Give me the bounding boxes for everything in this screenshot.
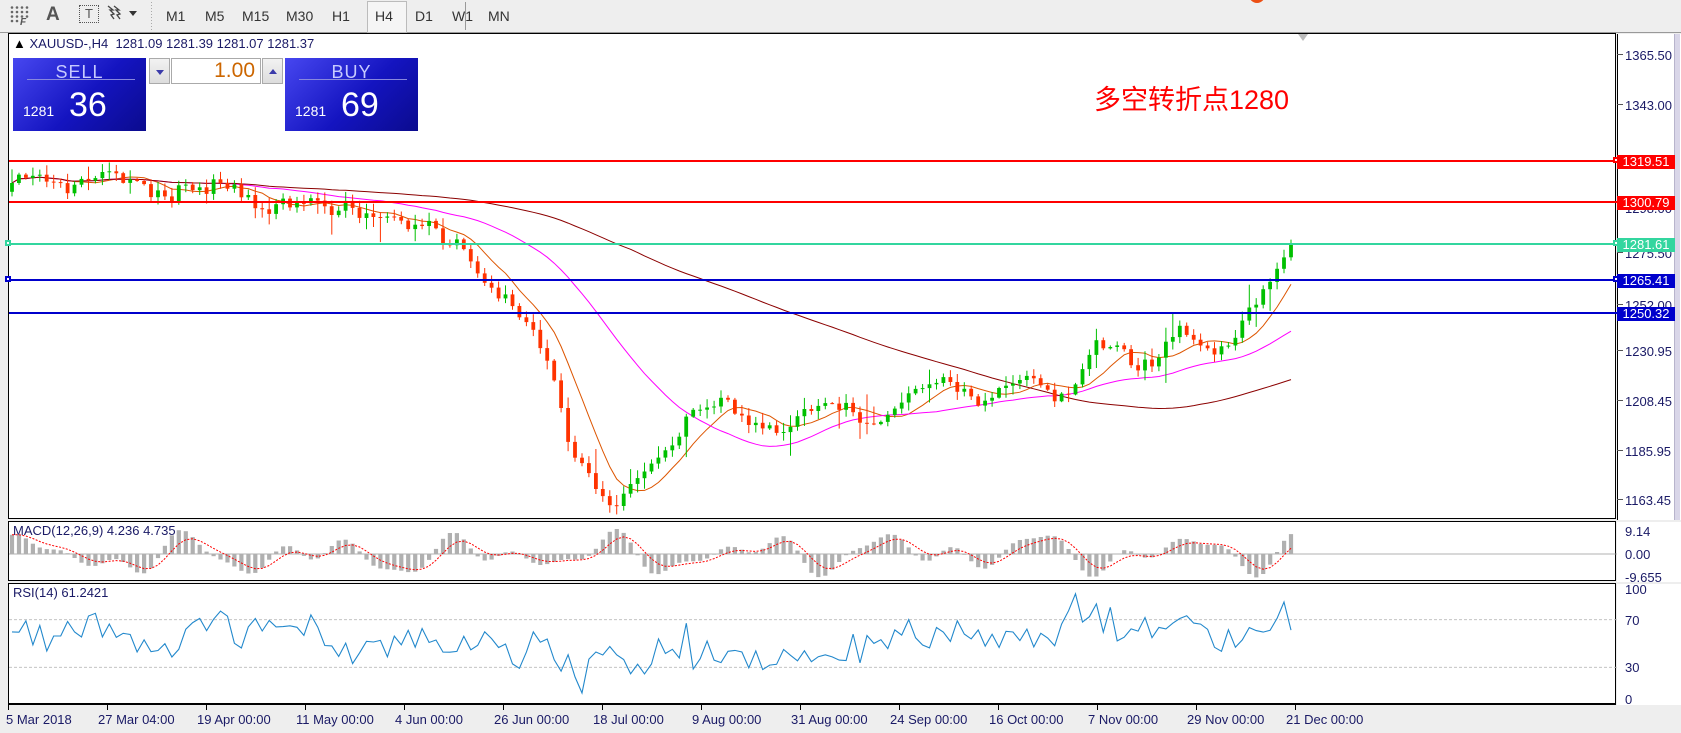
svg-text:F: F: [20, 17, 27, 26]
